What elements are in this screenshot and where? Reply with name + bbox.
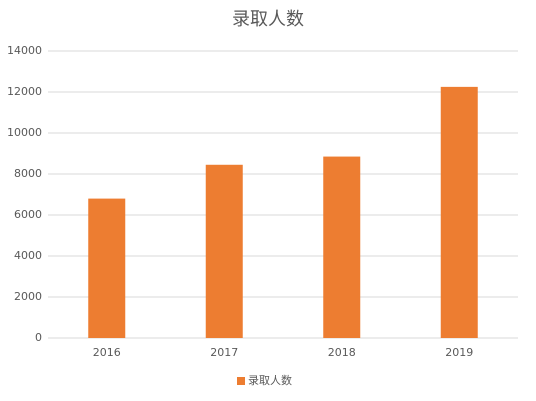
- x-tick-label: 2019: [445, 346, 473, 359]
- bar: [205, 164, 243, 338]
- y-tick-label: 2000: [14, 290, 42, 303]
- bar: [440, 86, 478, 338]
- legend-swatch: [237, 377, 245, 385]
- y-tick-label: 14000: [7, 44, 42, 57]
- y-tick-label: 0: [35, 331, 42, 344]
- x-tick-label: 2018: [328, 346, 356, 359]
- x-tick-label: 2016: [93, 346, 121, 359]
- y-tick-label: 8000: [14, 167, 42, 180]
- x-tick-label: 2017: [210, 346, 238, 359]
- legend-label: 录取人数: [248, 374, 292, 387]
- y-tick-label: 4000: [14, 249, 42, 262]
- y-tick-label: 12000: [7, 85, 42, 98]
- y-tick-label: 6000: [14, 208, 42, 221]
- y-tick-label: 10000: [7, 126, 42, 139]
- chart-title: 录取人数: [232, 9, 304, 30]
- bar: [88, 198, 126, 338]
- bar: [323, 156, 361, 338]
